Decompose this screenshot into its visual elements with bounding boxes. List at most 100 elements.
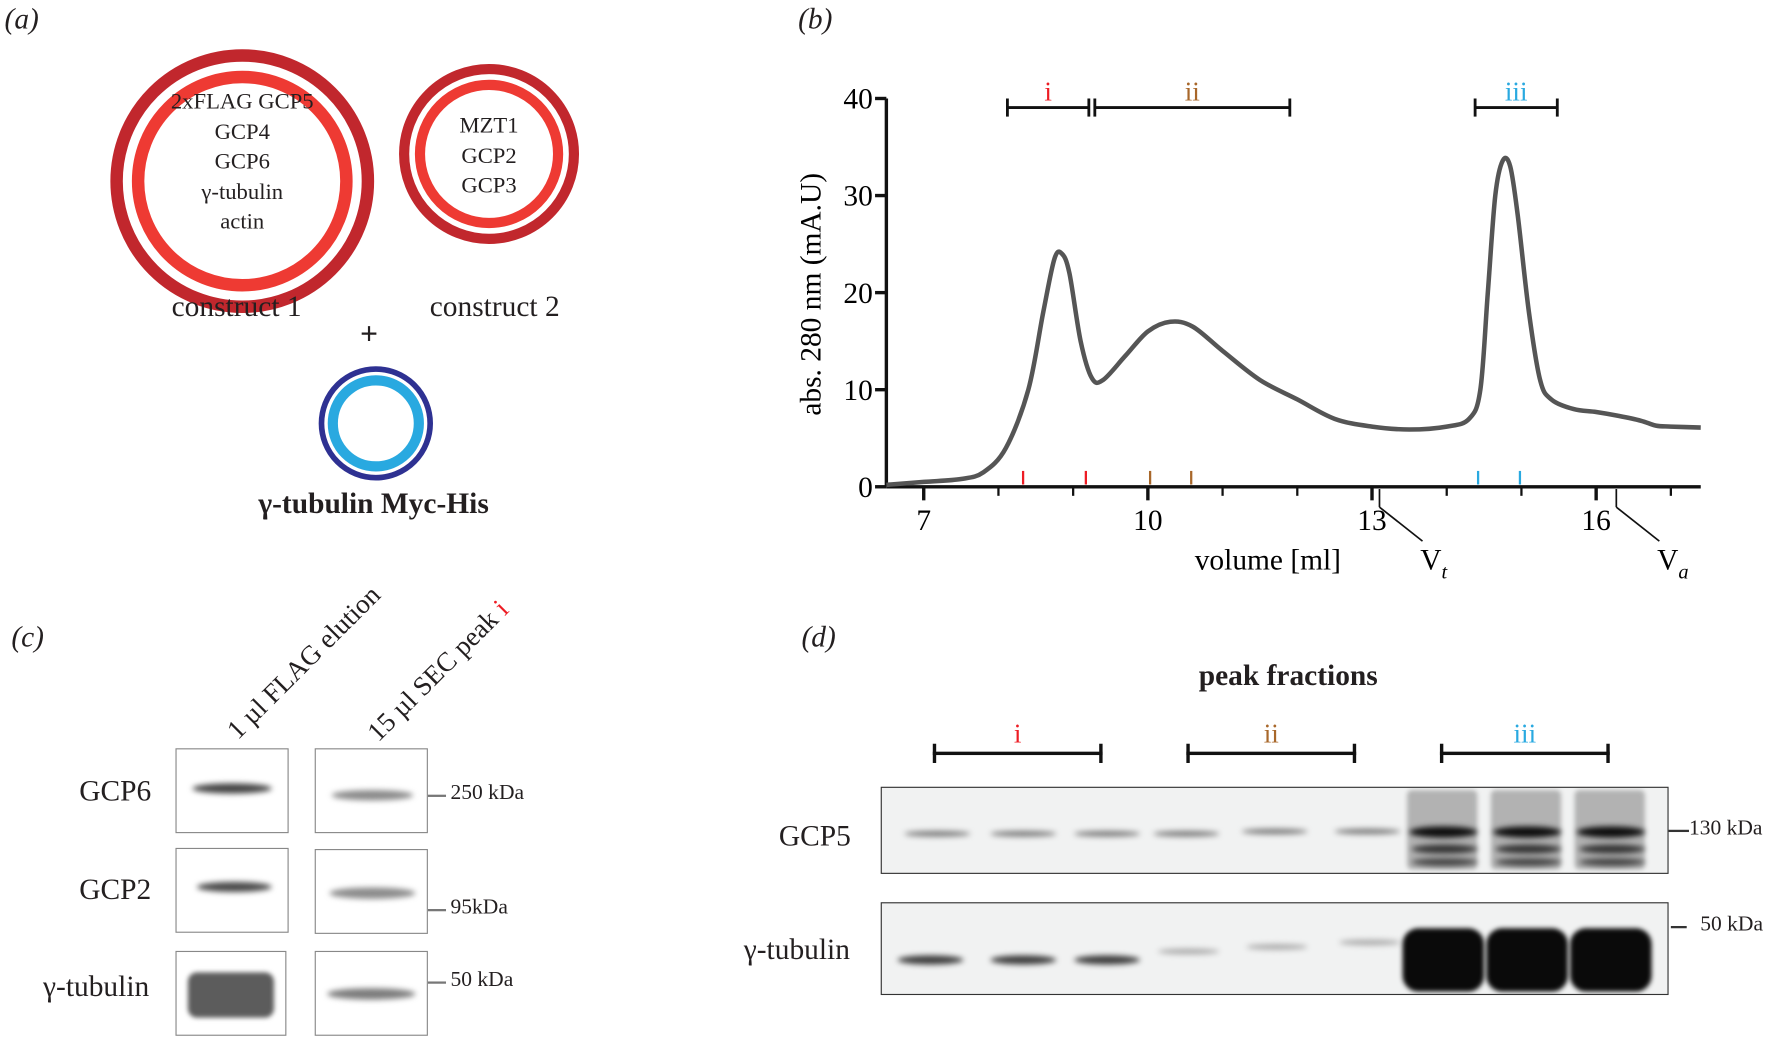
protein-band [1074,955,1140,965]
protein-band [1246,944,1308,950]
construct3-label: γ-tubulin Myc-His [258,486,489,520]
lane-label-flag-elution: 1 µl FLAG elution [221,580,387,746]
construct3-outer-ring [318,366,433,481]
mw-marker-50: 50 kDa [1700,912,1764,937]
protein-band [897,955,964,965]
panel-label-b: (b) [798,2,833,36]
y-axis-label: abs. 280 nm (mA.U) [796,173,828,416]
peak-label-i: i [1044,77,1052,107]
mw-marker-95: 95kDa [450,895,508,920]
y-tick-label: 30 [843,181,872,213]
row-label-gcp5: GCP5 [778,819,851,853]
x-tick-label: 10 [1133,505,1162,537]
mw-marker-tick [427,981,447,984]
annotation-subscript: a [1678,561,1688,583]
protein-band [1579,844,1645,854]
row-label-gcp6: GCP6 [79,774,152,808]
x-tick-label: 16 [1581,505,1610,537]
protein-band [1158,948,1220,955]
protein-band [1486,928,1568,992]
construct3-inner-ring [327,375,424,472]
annotation-Va: Va [1657,544,1688,583]
construct2-label: construct 2 [429,289,560,323]
gene-label: 2xFLAG GCP5 [170,89,314,115]
construct1-label: construct 1 [171,289,302,323]
mw-marker-130: 130 kDa [1688,816,1763,840]
construct2-inner-ring [414,79,564,229]
peak-fractions-title: peak fractions [1198,658,1378,692]
mw-marker-tick [1670,925,1687,929]
protein-band [1334,828,1401,835]
annotation-subscript: t [1441,561,1448,583]
blot-gcp6-lane1 [175,748,289,834]
panel-label-d: (d) [801,620,836,654]
protein-band [1495,844,1562,854]
protein-band [1409,826,1478,838]
protein-band [1074,830,1140,837]
panel-label-a: (a) [4,2,39,36]
gene-label: GCP3 [461,173,517,199]
annotation-Vt: Vt [1420,544,1448,583]
group-bracket-i [932,743,1103,763]
peak-label-ii: ii [1185,77,1201,107]
blot-gcp6-lane2 [314,748,428,834]
y-tick-label: 20 [843,278,872,310]
protein-band [1153,830,1220,837]
group-bracket-ii [1186,743,1357,763]
lane-label-sec-peak: 15 µl SEC peak i [362,595,515,748]
protein-band [1576,826,1645,838]
gene-label: GCP4 [214,119,270,145]
group-bracket-iii [1439,743,1610,763]
panel-label-c: (c) [11,620,44,654]
y-tick-label: 10 [843,375,872,407]
construct1-contents: 2xFLAG GCP5 GCP4 GCP6 γ-tubulin actin [129,87,355,237]
y-tick-label: 40 [843,84,872,116]
row-label-gamma-tubulin: γ-tubulin [43,970,150,1003]
gene-label: γ-tubulin [201,179,284,205]
x-tick-label: 13 [1357,505,1386,537]
y-tick-label: 0 [858,472,873,504]
x-axis-label: volume [ml] [1195,544,1341,576]
protein-band [904,830,971,837]
x-tick-label: 7 [916,505,931,537]
plasmid-diagram [110,49,580,481]
row-label-gcp2: GCP2 [79,872,152,906]
blot-gcp2-lane2 [314,849,428,934]
blot-gamma-tubulin [880,902,1669,996]
lane-label-text: 15 µl SEC peak [362,600,510,748]
blot-gcp5 [880,786,1669,874]
gene-label: GCP6 [214,149,270,175]
protein-band [1493,826,1562,838]
protein-band [1411,844,1478,854]
protein-band [1570,928,1652,992]
protein-band [990,955,1057,965]
protein-band [1411,858,1478,866]
gene-label: MZT1 [459,113,519,139]
construct1-inner-ring [131,70,353,292]
mw-marker-tick [427,794,447,797]
group-label-i: i [1013,719,1022,750]
group-label-ii: ii [1263,719,1279,750]
group-label-iii: iii [1513,719,1537,750]
mw-marker-tick [427,909,447,912]
gene-label: GCP2 [461,143,517,169]
absorbance-trace [886,155,1701,488]
blot-gamma-tubulin-lane1 [175,950,287,1036]
peak-label-iii: iii [1505,77,1528,107]
annotation-leader [1378,506,1424,542]
gene-label: actin [220,209,265,235]
mw-marker-250: 250 kDa [450,781,525,805]
blot-gcp2-lane1 [175,847,289,933]
protein-band [1241,828,1308,835]
construct2-outer-ring [399,63,580,244]
protein-band [990,830,1057,837]
plus-sign: + [359,316,379,353]
blot-gamma-tubulin-lane2 [314,950,428,1036]
mw-marker-tick [1668,829,1689,833]
mw-marker-50: 50 kDa [450,967,514,992]
construct1-outer-ring [110,49,375,314]
row-label-gamma-tubulin: γ-tubulin [743,932,850,966]
construct2-contents: MZT1 GCP2 GCP3 [421,111,557,201]
protein-band [1495,858,1562,866]
